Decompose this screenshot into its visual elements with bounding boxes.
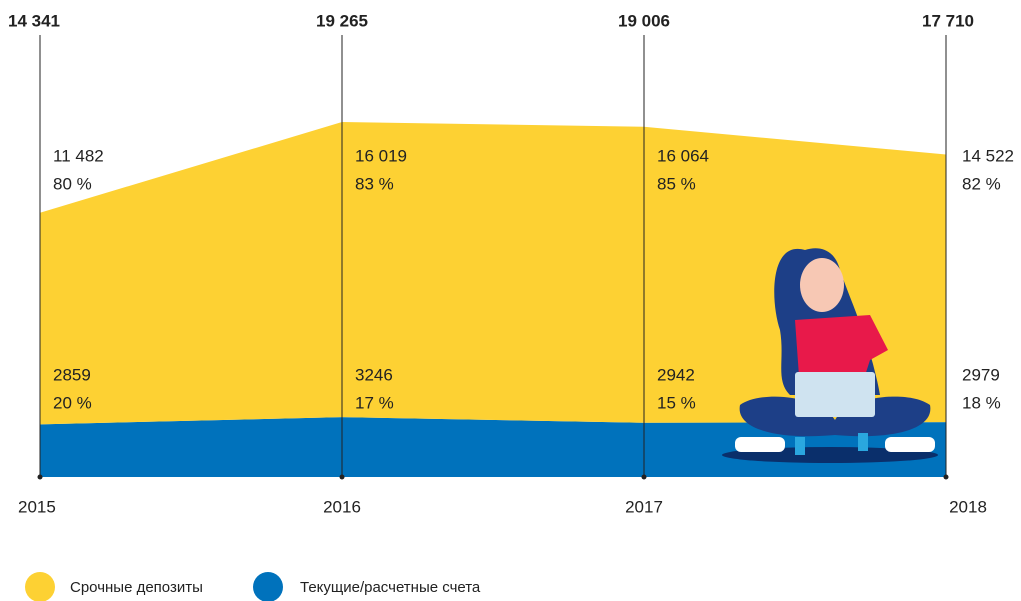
value-label: 2859 [53, 365, 91, 384]
year-dot [339, 474, 345, 480]
x-tick-label: 2018 [949, 497, 987, 516]
x-tick-label: 2015 [18, 497, 56, 516]
x-tick-label: 2017 [625, 497, 663, 516]
total-label: 19 006 [618, 11, 670, 30]
legend-swatch [253, 572, 283, 601]
share-label: 83 % [355, 174, 394, 193]
area [40, 417, 946, 477]
value-label: 3246 [355, 365, 393, 384]
year-dot [37, 474, 43, 480]
value-label: 16 019 [355, 146, 407, 165]
share-label: 17 % [355, 393, 394, 412]
total-label: 19 265 [316, 11, 368, 30]
share-label: 15 % [657, 393, 696, 412]
legend-swatch [25, 572, 55, 601]
share-label: 20 % [53, 393, 92, 412]
share-label: 85 % [657, 174, 696, 193]
value-label: 11 482 [53, 146, 104, 165]
total-label: 14 341 [8, 11, 60, 30]
value-label: 16 064 [657, 146, 709, 165]
value-label: 14 522 [962, 146, 1014, 165]
legend-label: Текущие/расчетные счета [300, 579, 481, 596]
share-label: 18 % [962, 393, 1001, 412]
x-tick-label: 2016 [323, 497, 361, 516]
share-label: 80 % [53, 174, 92, 193]
share-label: 82 % [962, 174, 1001, 193]
area [40, 122, 946, 425]
year-dot [641, 474, 647, 480]
legend-label: Срочные депозиты [70, 579, 203, 596]
year-dot [943, 474, 949, 480]
total-label: 17 710 [922, 11, 974, 30]
value-label: 2979 [962, 365, 1000, 384]
value-label: 2942 [657, 365, 695, 384]
illustration [722, 248, 938, 463]
